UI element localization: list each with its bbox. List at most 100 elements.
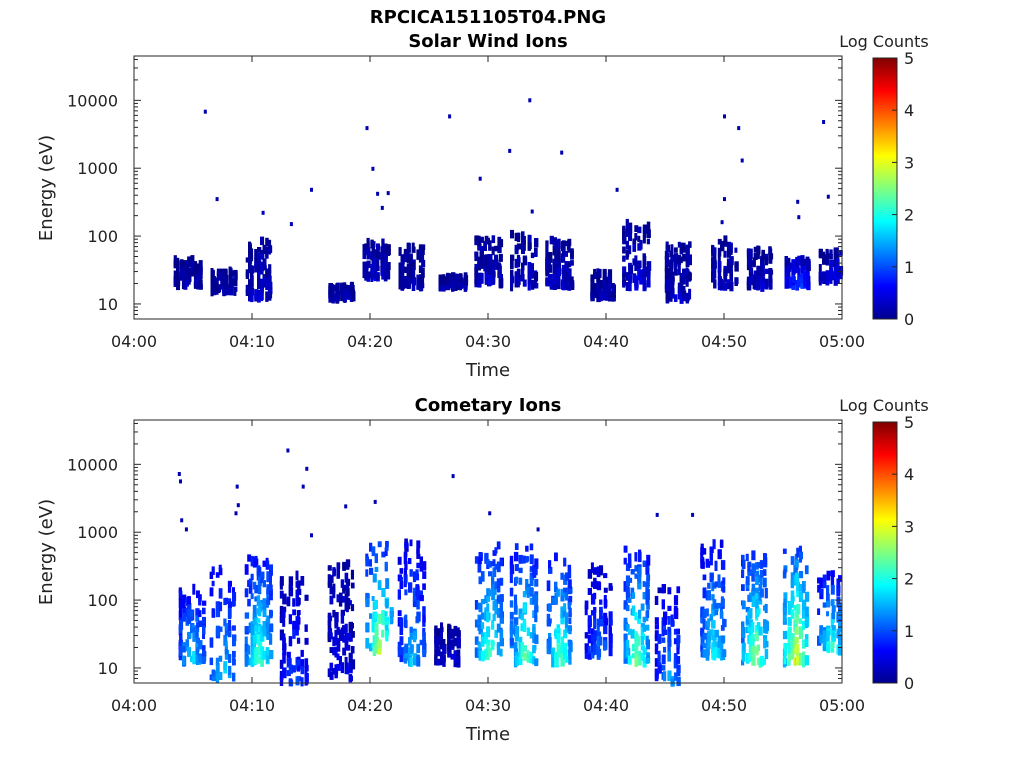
data-pixel <box>187 631 192 639</box>
data-pixel <box>224 625 229 636</box>
data-pixel <box>554 238 558 245</box>
data-point <box>177 472 181 476</box>
data-pixel <box>282 633 286 643</box>
data-pixel <box>376 259 380 267</box>
data-pixel <box>623 617 628 623</box>
data-pixel <box>751 563 756 574</box>
data-pixel <box>549 282 554 290</box>
data-pixel <box>599 606 603 613</box>
data-pixel <box>676 664 681 673</box>
data-pixel <box>408 270 413 281</box>
data-pixel <box>642 581 646 587</box>
data-pixel <box>279 670 284 681</box>
data-pixel <box>521 274 525 282</box>
data-pixel <box>250 636 255 647</box>
data-pixel <box>262 651 267 660</box>
data-pixel <box>567 602 571 609</box>
data-pixel <box>548 568 552 574</box>
data-pixel <box>625 249 630 257</box>
data-pixel <box>549 235 554 245</box>
data-pixel <box>187 597 191 604</box>
data-pixel <box>295 570 299 581</box>
data-pixel <box>833 275 838 286</box>
data-pixel <box>534 272 539 281</box>
data-pixel <box>232 672 236 682</box>
data-pixel <box>400 278 405 287</box>
data-pixel <box>521 262 525 271</box>
data-pixel <box>516 233 521 243</box>
data-pixel <box>677 282 682 289</box>
data-pixel <box>262 608 267 618</box>
data-pixel <box>269 609 273 619</box>
data-pixel <box>707 582 711 589</box>
data-pixel <box>829 267 834 275</box>
data-pixel <box>292 598 296 607</box>
data-pixel <box>561 275 566 285</box>
data-pixel <box>646 589 650 600</box>
data-pixel <box>265 237 269 247</box>
data-pixel <box>196 267 201 277</box>
data-point <box>310 533 313 538</box>
data-pixel <box>463 277 468 286</box>
data-pixel <box>373 271 378 278</box>
data-pixel <box>673 253 679 262</box>
data-pixel <box>646 639 650 650</box>
data-pixel <box>282 617 286 627</box>
data-pixel <box>638 551 642 563</box>
data-pixel <box>403 555 408 565</box>
data-pixel <box>817 578 821 584</box>
data-pixel <box>374 599 378 610</box>
data-pixel <box>685 276 689 287</box>
data-pixel <box>623 581 628 592</box>
data-pixel <box>260 253 265 260</box>
data-pixel <box>587 625 591 634</box>
data-pixel <box>679 279 683 288</box>
data-pixel <box>782 548 787 554</box>
data-pixel <box>818 275 822 286</box>
data-pixel <box>623 557 627 565</box>
data-pixel <box>741 650 746 662</box>
data-pixel <box>764 640 769 648</box>
data-pixel <box>224 288 229 296</box>
data-pixel <box>717 602 722 609</box>
data-pixel <box>826 593 830 602</box>
data-pixel <box>593 272 597 280</box>
data-pixel <box>625 272 630 281</box>
data-point <box>380 205 384 210</box>
data-pixel <box>623 633 628 642</box>
data-pixel <box>254 632 258 643</box>
data-pixel <box>608 620 613 626</box>
data-pixel <box>215 673 219 682</box>
data-pixel <box>268 239 272 248</box>
data-pixel <box>714 629 719 638</box>
data-pixel <box>209 674 213 681</box>
data-pixel <box>646 221 651 230</box>
data-pixel <box>250 655 255 666</box>
data-pixel <box>634 552 638 562</box>
data-pixel <box>768 256 772 263</box>
data-pixel <box>637 260 642 268</box>
data-pixel <box>670 618 674 627</box>
data-pixel <box>342 561 346 571</box>
data-pixel <box>383 272 388 282</box>
data-pixel <box>570 276 574 284</box>
data-pixel <box>795 282 799 289</box>
data-pixel <box>344 656 348 668</box>
data-pixel <box>518 646 523 654</box>
data-pixel <box>804 619 809 629</box>
data-pixel <box>836 578 841 588</box>
data-pixel <box>836 631 840 639</box>
data-pixel <box>497 246 502 254</box>
data-pixel <box>227 654 232 663</box>
data-pixel <box>759 560 764 569</box>
data-pixel <box>787 642 792 654</box>
data-pixel <box>599 565 604 574</box>
data-cluster <box>474 541 504 662</box>
data-pixel <box>371 274 376 280</box>
data-pixel <box>654 674 659 682</box>
data-pixel <box>707 590 711 601</box>
data-pixel <box>187 279 191 285</box>
data-pixel <box>250 644 254 656</box>
data-pixel <box>209 587 214 597</box>
